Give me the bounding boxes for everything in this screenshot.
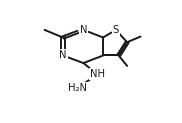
Text: NH: NH [90,69,105,79]
Text: S: S [113,25,119,35]
Text: H₂N: H₂N [68,83,87,93]
Text: N: N [59,50,67,61]
Text: N: N [80,25,87,35]
